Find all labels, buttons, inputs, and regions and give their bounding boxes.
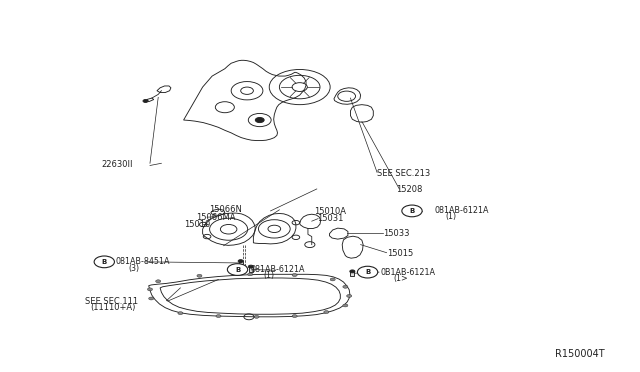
Circle shape <box>347 295 352 297</box>
Circle shape <box>254 315 259 318</box>
Circle shape <box>350 270 355 273</box>
Circle shape <box>238 260 243 263</box>
Text: (1): (1) <box>263 271 274 280</box>
Text: SEE SEC.111: SEE SEC.111 <box>85 297 138 306</box>
Text: 081AB-6121A: 081AB-6121A <box>250 265 305 274</box>
Circle shape <box>197 274 202 277</box>
Text: 15208: 15208 <box>396 185 422 194</box>
Text: (1>: (1> <box>393 274 408 283</box>
Circle shape <box>94 256 115 268</box>
Text: 081AB-6121A: 081AB-6121A <box>434 206 489 215</box>
Text: 22630II: 22630II <box>101 160 132 169</box>
Circle shape <box>255 118 264 123</box>
Text: 15010: 15010 <box>184 220 210 229</box>
Polygon shape <box>249 267 253 272</box>
Circle shape <box>156 280 161 283</box>
Text: 0B1AB-6121A: 0B1AB-6121A <box>380 267 435 277</box>
Text: 15066MA: 15066MA <box>196 213 236 222</box>
Text: (11110+A): (11110+A) <box>90 303 136 312</box>
Circle shape <box>357 266 378 278</box>
Circle shape <box>147 288 152 291</box>
Text: R150004T: R150004T <box>555 349 604 359</box>
Text: (3): (3) <box>129 264 140 273</box>
Text: 15010A: 15010A <box>314 207 346 216</box>
Circle shape <box>292 315 297 318</box>
Text: B: B <box>102 259 107 265</box>
Circle shape <box>402 205 422 217</box>
Text: 081AB-8451A: 081AB-8451A <box>116 257 170 266</box>
Circle shape <box>178 312 183 315</box>
Text: 15015: 15015 <box>387 249 413 258</box>
Circle shape <box>343 304 348 307</box>
Text: (1): (1) <box>445 212 457 221</box>
Circle shape <box>324 311 329 314</box>
Circle shape <box>248 265 253 268</box>
Circle shape <box>148 297 154 300</box>
Circle shape <box>143 100 148 102</box>
Polygon shape <box>239 261 243 266</box>
Polygon shape <box>351 272 355 276</box>
Circle shape <box>216 315 221 318</box>
Text: B: B <box>365 269 370 275</box>
Circle shape <box>292 273 297 276</box>
Text: SEE SEC.213: SEE SEC.213 <box>377 169 430 178</box>
Text: 15066N: 15066N <box>209 205 242 214</box>
Circle shape <box>330 278 335 281</box>
Circle shape <box>343 285 348 288</box>
Circle shape <box>227 264 248 275</box>
Circle shape <box>248 273 253 276</box>
Text: B: B <box>235 267 240 273</box>
Text: B: B <box>410 208 415 214</box>
Text: 15031: 15031 <box>317 215 343 224</box>
Text: 15033: 15033 <box>383 229 410 238</box>
